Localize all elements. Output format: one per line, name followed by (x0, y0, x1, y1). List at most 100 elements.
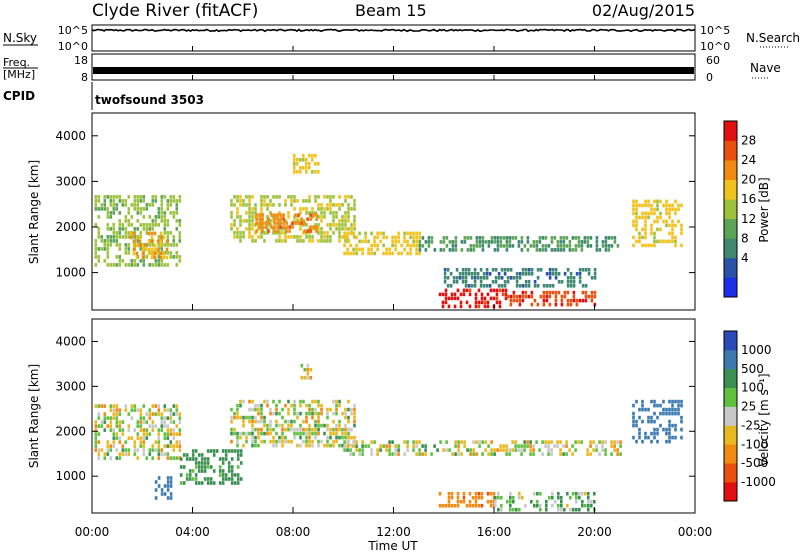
power-cell (160, 259, 164, 263)
velocity-cell (454, 444, 457, 448)
velocity-cell (233, 473, 237, 477)
power-cell (175, 199, 179, 203)
power-cell (587, 268, 591, 272)
power-cell (315, 213, 318, 217)
power-cell (496, 248, 500, 252)
power-cell (526, 236, 530, 240)
power-cell (559, 248, 563, 252)
power-cell (151, 195, 155, 199)
velocity-cell (323, 423, 326, 428)
power-cell (486, 292, 490, 297)
power-cell (548, 302, 552, 307)
power-cell (121, 235, 125, 239)
power-cell (309, 213, 312, 217)
velocity-cell (281, 407, 284, 412)
power-cell (315, 229, 318, 233)
power-cell (315, 217, 318, 221)
power-cell (523, 244, 527, 248)
velocity-cell (290, 439, 293, 444)
velocity-colorbar-swatch (724, 482, 737, 502)
velocity-cell (154, 404, 158, 408)
power-cell (135, 235, 139, 240)
velocity-cell (653, 435, 656, 440)
velocity-cell (254, 435, 257, 440)
power-cell (141, 255, 145, 260)
power-cell (133, 195, 137, 199)
power-cell (133, 207, 137, 211)
power-cell (453, 296, 457, 301)
velocity-cell (632, 415, 635, 420)
velocity-cell (112, 440, 116, 444)
velocity-cell (587, 491, 590, 496)
power-cell (544, 244, 548, 248)
power-cell (248, 203, 251, 207)
power-cell (563, 294, 567, 299)
power-cell (610, 244, 614, 248)
power-cell (309, 229, 312, 233)
velocity-cell (484, 448, 487, 452)
power-cell (456, 288, 460, 293)
velocity-cell (275, 443, 278, 448)
power-cell (647, 215, 650, 220)
velocity-cell (644, 431, 647, 436)
power-cell (604, 236, 608, 240)
velocity-cell (203, 461, 207, 465)
velocity-cell (486, 491, 490, 496)
power-cell (400, 251, 403, 256)
velocity-cell (494, 503, 497, 508)
velocity-cell (650, 415, 653, 420)
power-cell (604, 240, 608, 244)
power-cell (106, 195, 110, 199)
velocity-cell (436, 448, 439, 452)
power-cell (344, 199, 347, 203)
velocity-cell (154, 440, 158, 444)
power-cell (496, 240, 500, 244)
power-cell (355, 251, 358, 256)
velocity-cell (112, 436, 116, 440)
velocity-cell (281, 431, 284, 436)
power-cell (251, 227, 254, 231)
power-ytick-label: 4000 (55, 129, 86, 143)
power-cell (341, 223, 344, 227)
power-cell (530, 294, 534, 299)
power-cell (136, 219, 140, 223)
power-cell (382, 243, 385, 248)
power-cell (112, 203, 116, 207)
velocity-cell (251, 443, 254, 448)
velocity-cell (604, 440, 607, 444)
velocity-cell (388, 448, 391, 452)
velocity-cell (311, 399, 314, 404)
power-cell (509, 268, 513, 272)
velocity-cell (475, 452, 478, 456)
power-cell (554, 294, 558, 299)
velocity-cell (460, 452, 463, 456)
power-cell (248, 211, 251, 215)
velocity-cell (160, 412, 164, 416)
power-cell (302, 199, 305, 203)
power-cell (278, 211, 281, 215)
power-cell (409, 247, 412, 252)
power-cell (382, 231, 385, 236)
power-cell (521, 294, 525, 299)
power-cell (635, 219, 638, 224)
power-cell (473, 268, 477, 272)
power-cell (97, 235, 101, 239)
velocity-cell (191, 457, 195, 461)
velocity-cell (653, 419, 656, 424)
velocity-cell (139, 428, 143, 432)
power-cell (367, 251, 370, 256)
velocity-cell (662, 407, 665, 412)
power-cell (317, 203, 320, 207)
power-cell (506, 268, 510, 272)
power-cell (254, 203, 257, 207)
power-cell (497, 276, 501, 280)
power-cell (504, 296, 508, 301)
velocity-cell (309, 375, 313, 380)
power-cell (344, 227, 347, 231)
velocity-cell (242, 431, 245, 436)
velocity-cell (230, 419, 233, 424)
velocity-cell (344, 407, 347, 412)
power-cell (517, 240, 521, 244)
velocity-cell (263, 399, 266, 404)
velocity-cell (406, 444, 409, 448)
